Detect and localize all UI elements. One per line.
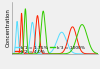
Legend: k'1 = 1.75%, k'2 = 4.0%, k'3 = 1000%: k'1 = 1.75%, k'2 = 4.0%, k'3 = 1000% bbox=[14, 45, 85, 54]
Y-axis label: Concentration: Concentration bbox=[6, 8, 11, 47]
